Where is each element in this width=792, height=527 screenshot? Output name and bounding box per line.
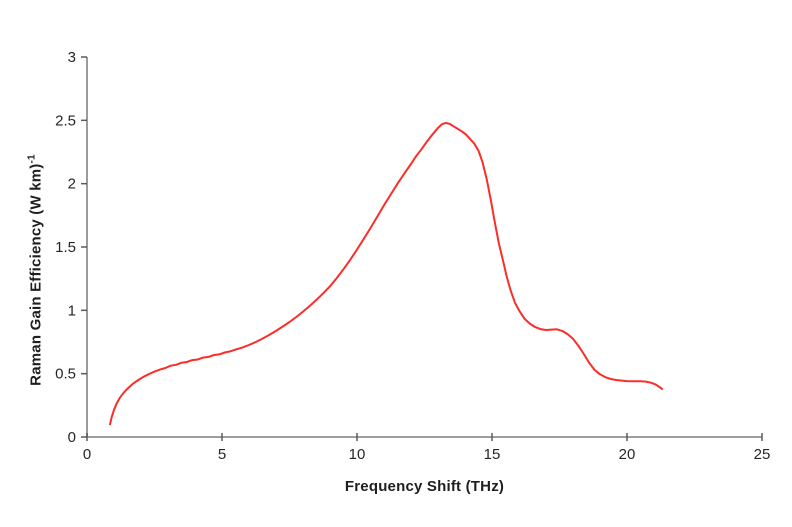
x-tick-label: 20 <box>619 446 636 463</box>
y-tick-label: 0 <box>68 429 76 446</box>
x-tick-label: 0 <box>83 446 91 463</box>
x-tick-label: 5 <box>218 446 226 463</box>
y-tick-label: 2.5 <box>55 112 76 129</box>
x-axis-title: Frequency Shift (THz) <box>344 478 505 495</box>
y-axis-title: Raman Gain Efficiency (W km)-1 <box>26 154 45 386</box>
x-tick-label: 15 <box>484 446 501 463</box>
y-tick-label: 1.5 <box>55 239 76 256</box>
y-axis-title-text: Raman Gain Efficiency (W km) <box>27 163 45 386</box>
y-tick-label: 2 <box>68 176 76 193</box>
x-tick-label: 25 <box>754 446 771 463</box>
x-tick-label: 10 <box>349 446 366 463</box>
y-tick-label: 3 <box>68 49 76 66</box>
y-tick-label: 1 <box>68 302 76 319</box>
y-axis-title-superscript: -1 <box>26 154 38 164</box>
series-line-raman-gain <box>109 121 664 426</box>
y-tick-label: 0.5 <box>55 366 76 383</box>
